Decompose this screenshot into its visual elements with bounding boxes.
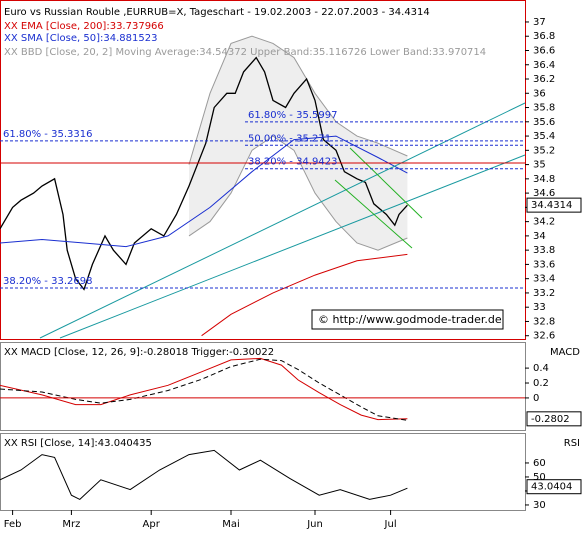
x-tick-label: Mai [222,519,240,530]
last-value-label: 43.0404 [531,482,572,493]
fib-label: 38.20% - 34.9423 [248,157,337,168]
last-value-box [526,479,582,495]
last-value-box [526,197,582,213]
y-tick-label: 33 [533,302,546,313]
y-tick-label: 30 [533,500,546,511]
y-tick-label: 0 [533,393,539,404]
series-line [0,135,408,248]
y-tick-label: 35.6 [533,117,555,128]
y-tick-label: 32.6 [533,331,555,342]
band-legend: XX BBD [Close, 20, 2] Moving Average:34.… [4,47,486,58]
band-area [189,36,408,251]
axis-label: MACD [550,347,580,358]
y-tick-label: 32.8 [533,316,555,327]
series-line [0,357,408,421]
fib-label: 61.80% - 35.3316 [3,129,92,140]
y-tick-label: 34 [533,231,546,242]
series-line [0,358,408,421]
last-value-label: -0.2802 [531,414,570,425]
x-tick-label: Jun [306,519,323,530]
series-line [201,253,408,337]
y-tick-label: 35 [533,160,546,171]
trend-line [39,102,526,339]
panel-title: XX MACD [Close, 12, 26, 9]:-0.28018 Trig… [4,347,274,358]
y-tick-label: 0.4 [533,363,549,374]
channel-line [334,179,413,249]
fib-label: 50.00% - 35.271 [248,133,331,144]
upper-band [188,35,408,165]
y-tick-label: 34.8 [533,174,555,185]
fib-label: 38.20% - 33.2698 [3,276,92,287]
y-tick-label: 34.2 [533,217,555,228]
y-tick-label: 33.8 [533,245,555,256]
fib-label: 61.80% - 35.5997 [248,110,337,121]
plot-layer [0,35,408,501]
y-tick-label: 34.6 [533,188,555,199]
channel-line [349,147,423,219]
y-tick-label: 33.4 [533,274,555,285]
y-tick-label: 36.4 [533,60,555,71]
y-tick-label: 36.8 [533,31,555,42]
macd-panel-frame [0,342,526,431]
x-tick-label: Feb [4,519,22,530]
y-tick-label: 35.2 [533,145,555,156]
series-legend: XX SMA [Close, 50]:34.881523 [4,33,157,44]
last-value-label: 34.4314 [531,200,572,211]
y-tick-label: 50 [533,472,546,483]
source-box [311,309,504,330]
trend-line [59,154,526,339]
y-tick-label: 0.2 [533,378,549,389]
y-tick-label: 36.6 [533,45,555,56]
y-tick-label: 33.2 [533,288,555,299]
x-tick-label: Mrz [62,519,80,530]
price-panel-frame [0,0,526,340]
y-tick-label: 35.8 [533,103,555,114]
series-legend: XX EMA [Close, 200]:33.737966 [4,21,164,32]
y-tick-label: 37 [533,17,546,28]
x-tick-label: Apr [143,519,161,530]
series-line [0,56,408,291]
series-line [0,449,408,501]
y-tick-label: 36 [533,88,546,99]
last-value-box [526,411,582,427]
x-tick-label: Jul [384,519,397,530]
y-tick-label: 60 [533,458,546,469]
panel-title: Euro vs Russian Rouble ,EURRUB=X, Tagesc… [4,7,430,18]
y-tick-label: 36.2 [533,74,555,85]
lower-band [188,135,408,251]
y-tick-label: 33.6 [533,259,555,270]
source-label: © http://www.godmode-trader.de [318,313,502,326]
panel-title: XX RSI [Close, 14]:43.040435 [4,438,152,449]
y-tick-label: 35.4 [533,131,555,142]
axis-label: RSI [564,438,580,449]
rsi-panel-frame [0,433,526,511]
